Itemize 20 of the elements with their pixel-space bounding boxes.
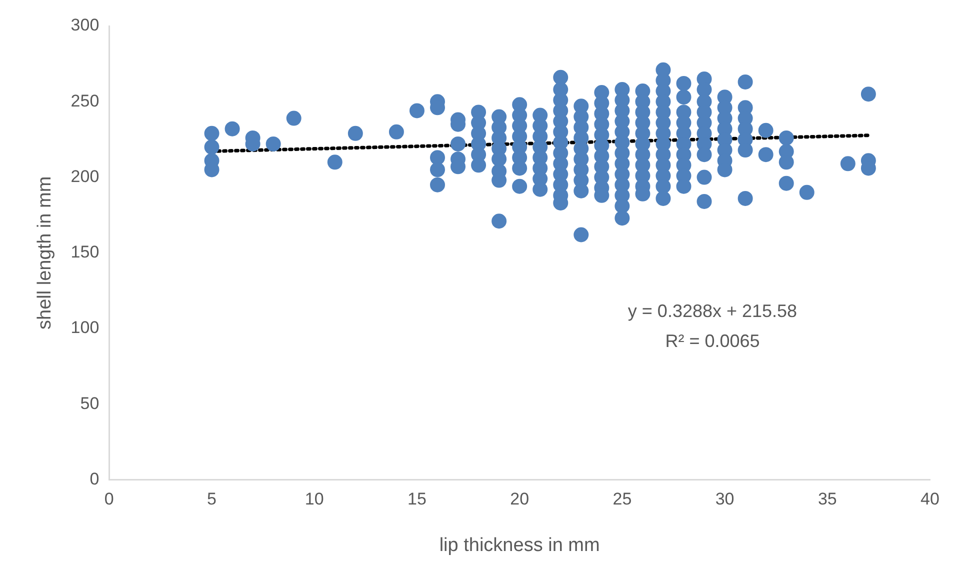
y-tick-label: 150	[70, 242, 100, 262]
y-tick-label: 50	[80, 394, 100, 413]
x-tick-label: 30	[715, 490, 734, 509]
annotation: y = 0.3288x + 215.58	[628, 300, 798, 321]
y-tick-label: 250	[70, 91, 100, 110]
x-tick-label: 35	[818, 490, 837, 509]
x-tick-label: 40	[920, 490, 940, 509]
x-tick-label: 15	[408, 490, 426, 509]
y-tick-label: 0	[90, 469, 100, 488]
y-tick-label: 300	[70, 16, 100, 35]
x-tick-label: 25	[612, 490, 632, 509]
x-tick-label: 0	[104, 490, 114, 509]
x-tick-label: 5	[207, 490, 217, 509]
y-tick-label: 200	[70, 166, 100, 186]
x-axis-title: lip thickness in mm	[439, 534, 600, 556]
y-axis-title: shell length in mm	[34, 176, 56, 330]
x-tick-label: 20	[510, 490, 530, 509]
annotation: R² = 0.0065	[665, 330, 760, 351]
y-tick-label: 100	[70, 318, 100, 338]
x-tick-label: 10	[304, 490, 324, 509]
